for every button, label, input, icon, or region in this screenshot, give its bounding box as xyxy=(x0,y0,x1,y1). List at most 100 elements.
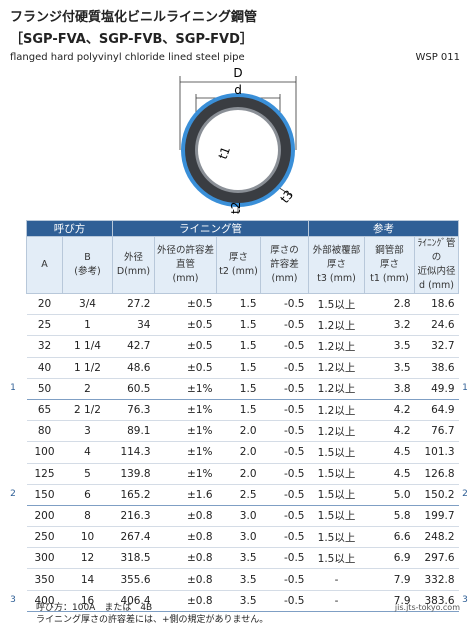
header-line: (mm) xyxy=(271,273,298,284)
header-line: 厚さ xyxy=(326,259,346,270)
doc-code: WSP 011 xyxy=(415,52,460,63)
cell: 49.9 xyxy=(414,378,459,400)
row: 20 3/4 27.2 ±0.5 1.5 -0.5 1.5以上 2.8 18.6 xyxy=(26,293,459,316)
cell: - xyxy=(308,568,365,591)
row: 32 1 1/4 42.7 ±0.5 1.5 -0.5 1.2以上 3.5 32.7 xyxy=(26,335,459,358)
cell: 2.0 xyxy=(216,463,261,485)
cell: ±0.8 xyxy=(154,590,217,612)
cell: -0.5 xyxy=(260,399,309,422)
cell: 406.4 xyxy=(112,590,155,612)
cell: 65 xyxy=(26,399,63,422)
cell: -0.5 xyxy=(260,568,309,591)
cell: 150.2 xyxy=(414,484,459,506)
cell: 7.9 xyxy=(364,568,415,591)
row: 100 4 114.3 ±1% 2.0 -0.5 1.5以上 4.5 101.3 xyxy=(26,441,459,464)
header-line: 外部被覆部 xyxy=(312,245,361,256)
header-line: 鋼管部 xyxy=(375,245,404,256)
cell: 125 xyxy=(26,463,63,485)
row-number: 3 xyxy=(10,594,16,605)
group-header: ライニング管 xyxy=(112,220,309,237)
cell: 5.8 xyxy=(364,505,415,528)
column-header: ﾗｲﾆﾝｸﾞ管の 近似内径 d (mm) xyxy=(413,236,460,294)
row: 200 8 216.3 ±0.8 3.0 -0.5 1.5以上 5.8 199.7 xyxy=(26,505,459,528)
cell: -0.5 xyxy=(260,484,309,506)
cell: 1.2以上 xyxy=(308,378,365,400)
header-line: (参考) xyxy=(74,266,101,277)
cell: 25 xyxy=(26,314,63,337)
sub-row: A B (参考) 外径 D(mm) 外径の許容差 直管 (mm) 厚さ t2 (mm) 厚さの 許容差… xyxy=(26,236,460,294)
cell: 165.2 xyxy=(112,484,155,506)
cell: 89.1 xyxy=(112,420,155,443)
header-line: 直管 xyxy=(175,259,195,270)
cell: 101.3 xyxy=(414,441,459,464)
cell: 3.5 xyxy=(216,568,261,591)
cell: 4.5 xyxy=(364,441,415,464)
cell: -0.5 xyxy=(260,357,309,379)
cell: 27.2 xyxy=(112,293,155,316)
pipe-diagram: D d t1 t2 t3 xyxy=(179,66,297,214)
cell: 20 xyxy=(26,293,63,316)
row: 350 14 355.6 ±0.8 3.5 -0.5-7.9 332.8 xyxy=(26,568,459,591)
cell: 1 1/4 xyxy=(62,335,113,358)
cell: 48.6 xyxy=(112,357,155,379)
cell: 216.3 xyxy=(112,505,155,528)
cell: 267.4 xyxy=(112,526,155,549)
cell: 18.6 xyxy=(414,293,459,316)
header-line: (mm) xyxy=(172,273,199,284)
header-line: t1 (mm) xyxy=(370,273,409,284)
cell: 3.5 xyxy=(364,357,415,379)
cell: 6 xyxy=(62,484,113,506)
cell: 2.0 xyxy=(216,420,261,443)
cell: 3.8 xyxy=(364,378,415,400)
cell: -0.5 xyxy=(260,314,309,337)
cell: ±1% xyxy=(154,441,217,464)
spec-table: 呼び方 ライニング管 参考 A B (参考) 外径 D(mm) 外径の許容差 直管 (mm) 厚さ t2… xyxy=(26,220,460,612)
header-line: B xyxy=(84,252,91,263)
cell: 2 xyxy=(62,378,113,400)
row-number: 1 xyxy=(10,382,16,393)
row-number: 2 xyxy=(10,488,16,499)
subtitle: ［SGP-FVA、SGP-FVB、SGP-FVD］ xyxy=(10,32,253,47)
group-header: 呼び方 xyxy=(26,220,113,237)
row: 40 1 1/2 48.6 ±0.5 1.5 -0.5 1.2以上 3.5 38.6 xyxy=(26,357,459,379)
cell: 1.5 xyxy=(216,335,261,358)
cell: 3/4 xyxy=(62,293,113,316)
cell: 2.5 xyxy=(216,484,261,506)
group-row: 呼び方 ライニング管 参考 xyxy=(26,220,460,237)
cell: ±1% xyxy=(154,463,217,485)
cell: 16 xyxy=(62,590,113,612)
header-line: 厚さ xyxy=(379,259,399,270)
label-t2: t2 xyxy=(229,202,243,214)
cell: 12 xyxy=(62,547,113,570)
cell: 1 1/2 xyxy=(62,357,113,379)
column-header: 厚さ t2 (mm) xyxy=(216,236,261,294)
cell: 3.5 xyxy=(216,547,261,570)
cell: -0.5 xyxy=(260,547,309,570)
cell: ±1% xyxy=(154,420,217,443)
cell: 3.0 xyxy=(216,526,261,549)
cell: 34 xyxy=(112,314,155,337)
row: 150 6 165.2 ±1.6 2.5 -0.5 1.5以上 5.0 150.2 xyxy=(26,484,459,506)
cell: 1.5以上 xyxy=(308,463,365,485)
column-header: A xyxy=(26,236,63,294)
cell: 60.5 xyxy=(112,378,155,400)
cell: 8 xyxy=(62,505,113,528)
header-line: ﾗｲﾆﾝｸﾞ管の xyxy=(417,238,456,263)
cell: 114.3 xyxy=(112,441,155,464)
cell: 1.5 xyxy=(216,399,261,422)
cell: 3 xyxy=(62,420,113,443)
column-header: B (参考) xyxy=(62,236,113,294)
cell: ±0.8 xyxy=(154,568,217,591)
cell: 2.8 xyxy=(364,293,415,316)
cell: -0.5 xyxy=(260,590,309,612)
cell: 300 xyxy=(26,547,63,570)
cell: 1.5 xyxy=(216,314,261,337)
note: 呼び方：100A または 4B xyxy=(36,603,153,613)
title: フランジ付硬質塩化ビニルライニング鋼管 xyxy=(10,10,258,25)
cell: 1.5以上 xyxy=(308,441,365,464)
cell: -0.5 xyxy=(260,420,309,443)
cell: 150 xyxy=(26,484,63,506)
cell: -0.5 xyxy=(260,526,309,549)
cell: 1.2以上 xyxy=(308,357,365,379)
